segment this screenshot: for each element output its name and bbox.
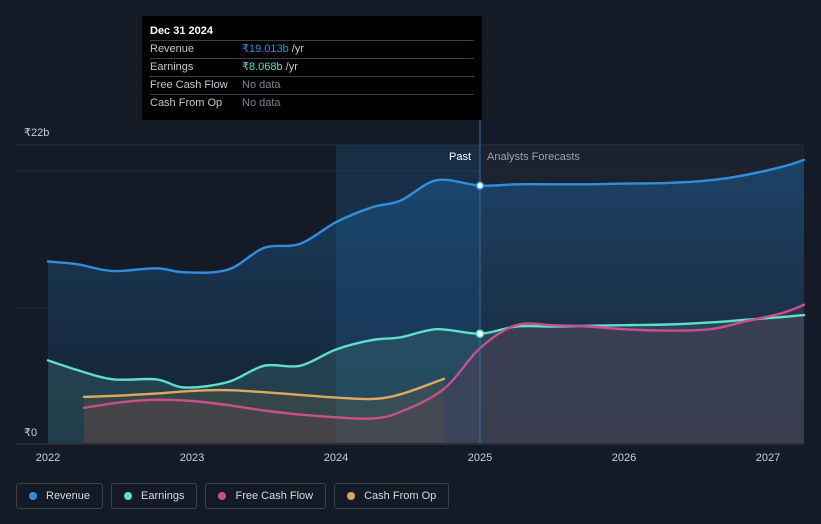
chart-legend: Revenue Earnings Free Cash Flow Cash Fro… [16,483,450,509]
tooltip-row-free-cash-flow: Free Cash Flow No data [150,76,474,94]
earnings-dot-icon [124,492,133,500]
y-tick-label: ₹22b [24,127,49,139]
free-cash-flow-area [84,304,804,443]
x-tick-label: 2024 [324,452,348,464]
legend-item-earnings[interactable]: Earnings [111,483,198,509]
tooltip-value: ₹8.068b [242,61,283,73]
tooltip-label: Free Cash Flow [150,79,228,91]
revenue-area [48,159,804,443]
x-tick-label: 2026 [612,452,636,464]
x-tick-label: 2027 [756,452,780,464]
cash-from-op-line [82,377,446,401]
free-cash-flow-line [82,303,806,421]
earnings-marker [475,329,485,338]
earnings-line [46,313,806,389]
revenue-marker [475,181,485,190]
earnings-area [48,315,804,443]
legend-label: Cash From Op [364,490,437,502]
x-tick-label: 2022 [36,452,60,464]
past-label: Past [449,151,471,163]
tooltip-label: Revenue [150,43,195,55]
x-tick-label: 2025 [468,452,492,464]
tooltip-value: ₹19.013b [242,43,289,55]
data-tooltip: Dec 31 2024 Revenue ₹19.013b/yr Earnings… [142,16,482,120]
tooltip-row-earnings: Earnings ₹8.068b/yr [150,58,474,76]
revenue-dot-icon [29,492,37,500]
tooltip-unit: /yr [291,43,304,55]
legend-label: Earnings [141,490,185,502]
legend-label: Revenue [46,490,91,502]
forecast-label: Analysts Forecasts [487,151,580,163]
cash-from-op-dot-icon [347,492,356,500]
legend-item-revenue[interactable]: Revenue [16,483,104,509]
tooltip-value: No data [242,79,281,91]
tooltip-value: No data [242,97,281,109]
tooltip-label: Earnings [150,61,194,73]
tooltip-row-revenue: Revenue ₹19.013b/yr [150,40,474,58]
y-tick-label: ₹0 [24,427,37,439]
x-tick-label: 2023 [180,452,204,464]
legend-item-free-cash-flow[interactable]: Free Cash Flow [205,483,327,509]
tooltip-row-cash-from-op: Cash From Op No data [150,94,474,112]
legend-label: Free Cash Flow [235,490,314,502]
tooltip-label: Cash From Op [150,97,223,109]
tooltip-date: Dec 31 2024 [150,25,213,37]
free-cash-flow-dot-icon [218,492,227,500]
tooltip-unit: /yr [285,61,298,73]
revenue-line [46,158,806,274]
legend-item-cash-from-op[interactable]: Cash From Op [334,483,450,509]
